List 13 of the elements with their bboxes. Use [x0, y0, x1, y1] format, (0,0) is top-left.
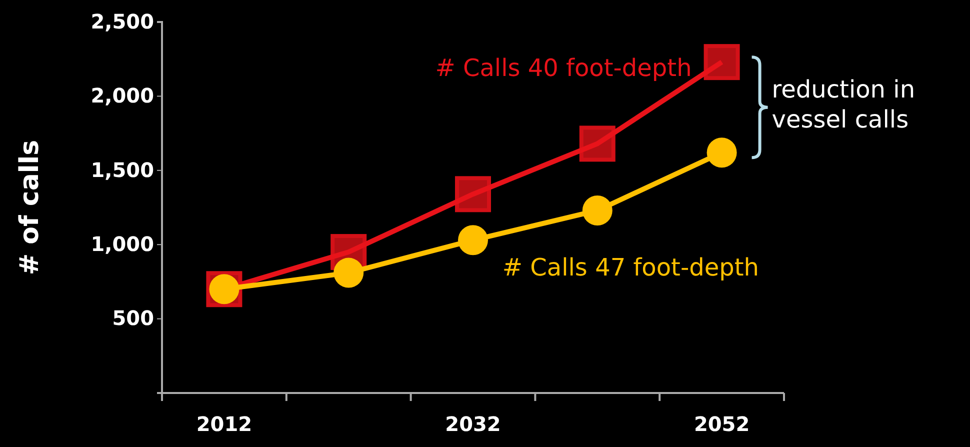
y-tick-label: 2,500: [90, 9, 154, 34]
x-tick-label: 2032: [445, 412, 501, 436]
y-tick-label: 500: [112, 306, 154, 330]
y-axis-title: # of calls: [15, 140, 45, 276]
series-label: # Calls 47 foot-depth: [502, 253, 759, 282]
x-tick-label: 2052: [694, 412, 750, 436]
annotation: reduction in vessel calls: [772, 75, 916, 134]
point: [704, 44, 740, 80]
series-label: # Calls 40 foot-depth: [435, 54, 692, 82]
y-tick-label: 1,500: [90, 158, 154, 182]
x-tick-label: 2012: [196, 412, 252, 436]
y-tick-label: 1,000: [90, 232, 154, 256]
y-tick-label: 2,000: [90, 84, 154, 108]
